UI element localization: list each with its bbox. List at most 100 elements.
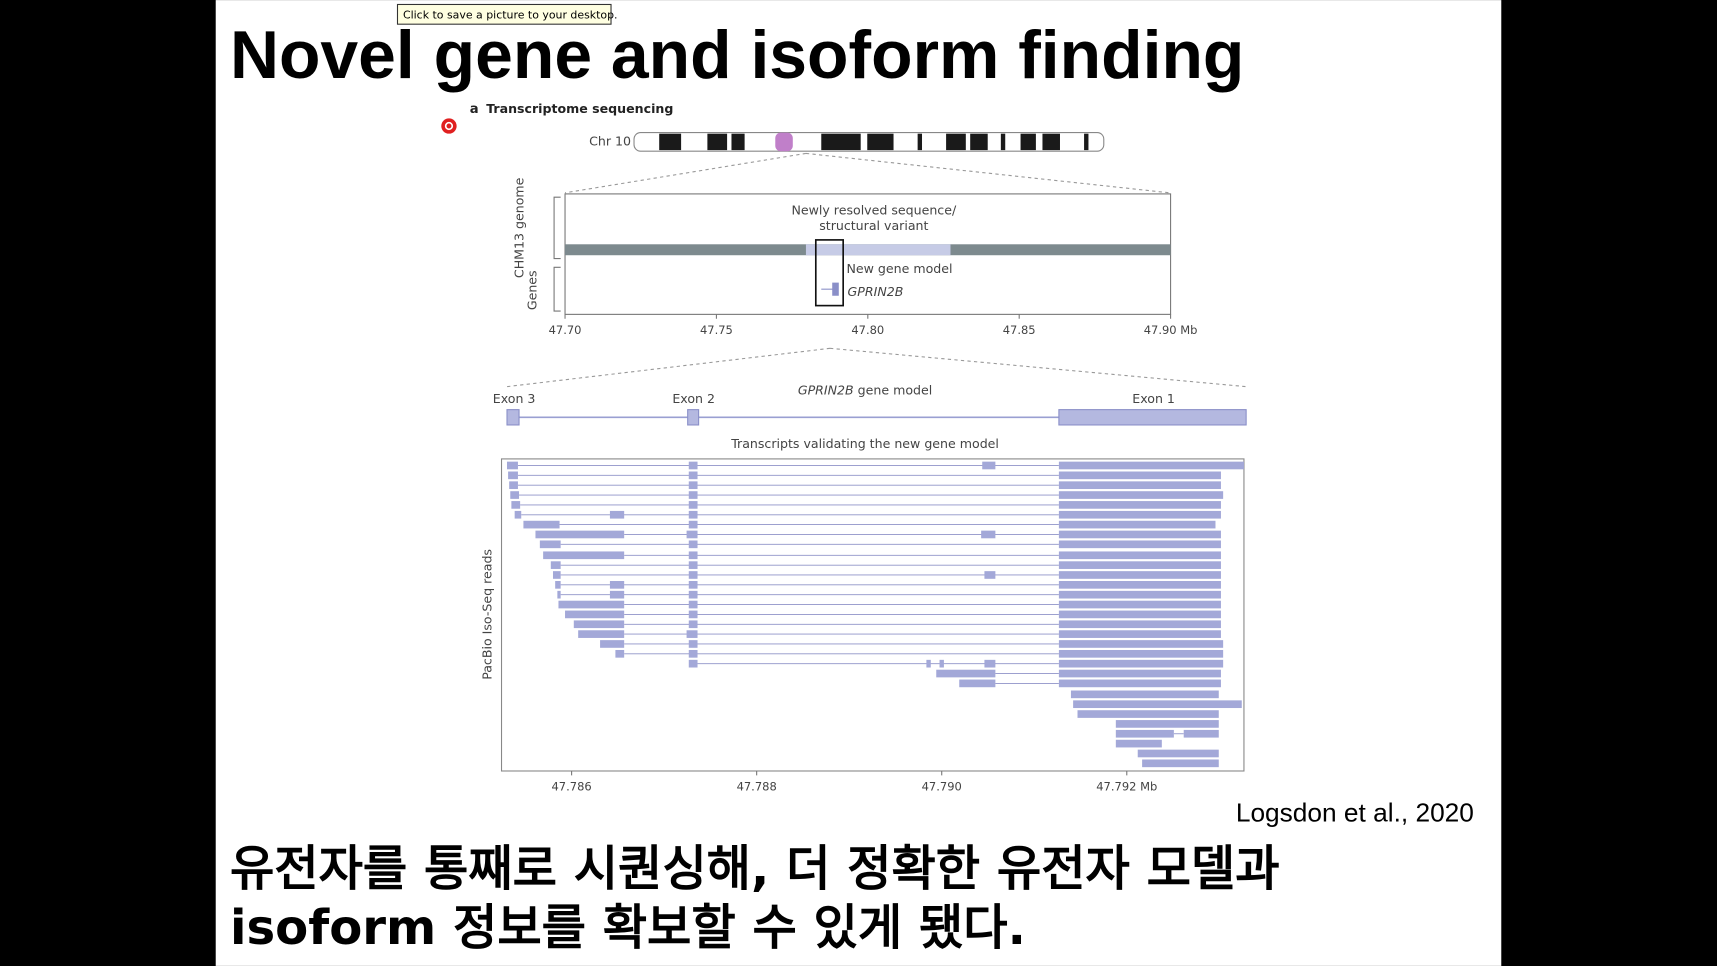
gene-model [832,282,839,296]
read-exon [688,551,698,560]
band [707,133,728,151]
read-exon [688,610,698,619]
annotation: structural variant [819,218,928,233]
band [1000,133,1006,151]
read-exon [936,669,996,678]
read-exon [609,581,625,589]
band [1042,133,1060,151]
read-exon [1058,679,1221,688]
tick-label: 47.788 [737,780,777,794]
tick-label: 47.790 [922,780,962,794]
read-exon [1058,590,1221,599]
tick-label: 47.792 Mb [1096,780,1157,794]
band [917,133,923,151]
read-exon [688,640,698,648]
read-exon [1137,749,1219,758]
read-exon [688,540,698,549]
read-exon [1070,690,1219,699]
read-exon [558,600,625,609]
band [946,133,966,151]
slide [215,0,1502,966]
read-exon [688,590,698,599]
exon-label: Exon 1 [1132,391,1175,406]
band [659,133,682,151]
figure: a Transcriptome sequencing Chr 10 CHM13 … [470,101,1247,794]
read-exon [600,640,625,648]
tick-label: 47.85 [1003,323,1036,337]
read-exon [1058,471,1221,480]
tick-label: 47.786 [552,780,592,794]
read-exon [926,659,931,668]
read-exon [1058,491,1224,499]
read-exon [508,471,518,480]
tick-label: 47.90 Mb [1144,323,1198,337]
zoom-line [506,347,831,388]
read-exon [688,510,698,519]
read-exon [1058,571,1221,579]
band [1084,133,1089,151]
read-exon [688,571,698,579]
exon-label: Exon 3 [493,391,536,406]
gene-label: New gene model [846,261,952,276]
read-exon [686,630,698,638]
read-exon [1058,600,1221,609]
read-exon [1115,720,1219,728]
gene-box [814,239,844,307]
centromere [775,132,793,152]
read-exon [514,510,522,519]
read-exon [615,649,625,658]
read-exon [688,461,698,470]
read-exon [523,520,560,529]
read-exon [1058,510,1221,519]
zoom-line [805,152,1170,194]
read-exon [688,501,698,509]
read-exon [1058,461,1244,470]
read-exon [555,581,561,589]
read-exon [1058,669,1221,678]
reads-frame [500,458,1245,772]
read-exon [1058,551,1221,560]
read-exon [1058,630,1221,638]
axis: 47.70 47.75 47.80 47.85 47.90 Mb [549,314,1198,337]
reads [506,461,1244,768]
read-exon [959,679,996,688]
read-exon [982,461,996,470]
slide-title: Novel gene and isoform finding [230,18,1244,93]
band [867,133,894,151]
read-exon [506,461,518,470]
read-exon [550,561,561,569]
axis: 47.786 47.788 47.790 47.792 Mb [552,770,1157,794]
read-exon [688,561,698,569]
read-exon [1058,610,1221,619]
read-exon [1058,620,1221,629]
tooltip: Click to save a picture to your desktop. [403,9,618,22]
chromosome-label: Chr 10 [589,134,631,149]
read-exon [688,481,698,490]
gene-name: GPRIN2B [848,284,904,299]
read-exon [1058,501,1221,509]
read-exon [686,530,698,539]
read-exon [1058,520,1216,529]
read-exon [539,540,561,549]
tick-label: 47.75 [700,323,733,337]
read-exon [688,600,698,609]
read-exon [1073,700,1242,709]
read-exon [573,620,625,629]
panel-letter: a [470,102,479,117]
read-exon [1058,481,1221,490]
read-exon [1142,759,1219,768]
read-exon [511,501,521,509]
pointer-dot [444,121,454,131]
read-exon [509,481,518,490]
tick-label: 47.80 [851,323,884,337]
read-exon [609,510,625,519]
exon [1058,409,1247,426]
read-exon [688,659,698,668]
read-exon [1058,640,1224,648]
panel-title: Transcriptome sequencing [486,101,673,116]
read-exon [1058,659,1224,668]
chromosome-bands [659,133,1089,151]
citation: Logsdon et al., 2020 [1236,797,1474,827]
exon [506,409,520,426]
